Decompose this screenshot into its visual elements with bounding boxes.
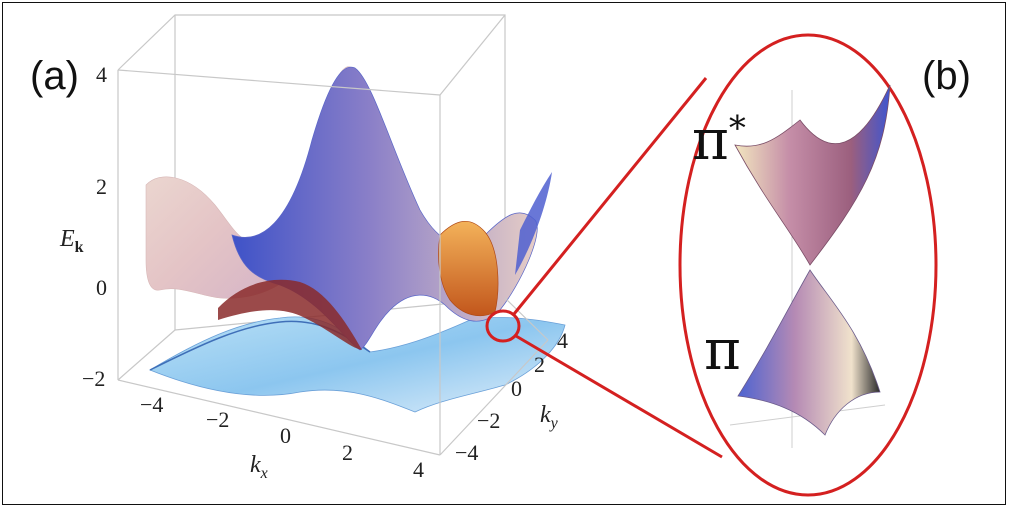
energy-tick-4: 4 xyxy=(96,62,107,87)
kx-axis-label: kx xyxy=(250,452,268,482)
kx-tick-4: 4 xyxy=(413,457,424,482)
energy-tick-2: 2 xyxy=(96,174,107,199)
ky-axis-label: ky xyxy=(540,402,558,432)
kx-tick-0: 0 xyxy=(280,423,291,448)
lower-cone xyxy=(737,269,881,436)
pi-star-label: π* xyxy=(692,108,746,173)
zoom-line-top xyxy=(512,77,708,315)
energy-axis-label: Ek xyxy=(60,226,84,256)
energy-tick-0: 0 xyxy=(96,275,107,300)
ky-tick-4: 4 xyxy=(557,328,568,353)
zoom-line-bottom xyxy=(515,334,723,459)
kx-tick-neg2: −2 xyxy=(206,407,230,432)
upper-cone xyxy=(734,84,891,266)
ky-tick-neg2: −2 xyxy=(477,408,501,433)
kx-tick-2: 2 xyxy=(342,440,353,465)
ky-tick-neg4: −4 xyxy=(455,440,479,465)
upper-band-right-edge xyxy=(515,172,552,275)
dirac-cones xyxy=(729,84,891,448)
kx-tick-neg4: −4 xyxy=(140,392,164,417)
lower-band-surface xyxy=(149,316,566,413)
energy-tick-neg2: −2 xyxy=(82,366,106,391)
panel-label-a: (a) xyxy=(30,54,79,98)
panel-label-b: (b) xyxy=(922,54,971,98)
ky-tick-0: 0 xyxy=(511,376,522,401)
zoom-ellipse xyxy=(678,33,938,497)
upper-band-red-saddle xyxy=(218,279,362,350)
pi-label: π xyxy=(704,318,741,383)
box-front-edges xyxy=(117,14,549,456)
ky-tick-2: 2 xyxy=(534,352,545,377)
zoom-circle-small xyxy=(485,309,521,343)
